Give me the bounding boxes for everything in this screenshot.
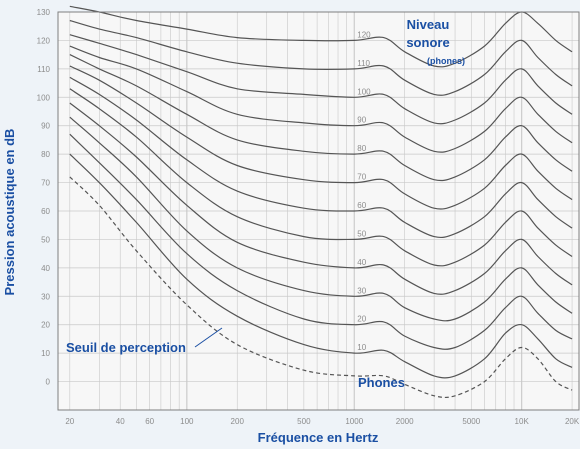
equal-loudness-curve <box>69 133 573 350</box>
equal-loudness-curve <box>69 19 573 96</box>
x-tick-label: 20 <box>65 417 74 426</box>
y-tick-label: 100 <box>37 93 51 102</box>
threshold-label: Seuil de perception <box>66 340 186 355</box>
y-tick-label: 60 <box>41 207 50 216</box>
y-tick-label: 80 <box>41 150 50 159</box>
equal-loudness-curve <box>69 34 573 125</box>
phon-label: 60 <box>357 201 366 210</box>
curve-labels: 10 20 30 40 50 60 70 80 90 100 110 120 <box>357 30 371 352</box>
phon-label: 30 <box>357 286 366 295</box>
y-tick-label: 0 <box>46 378 51 387</box>
plot-frame <box>57 11 580 411</box>
phon-label: 100 <box>357 87 371 96</box>
y-tick-label: 110 <box>37 65 50 74</box>
legend-title-line1: Niveau <box>407 17 450 32</box>
y-tick-label: 40 <box>41 264 50 273</box>
threshold-pointer <box>194 327 223 348</box>
legend-title-line2: sonore <box>406 35 449 50</box>
grid <box>58 11 579 410</box>
x-tick-label: 40 <box>116 417 125 426</box>
x-tick-label: 2000 <box>396 417 414 426</box>
y-tick-label: 10 <box>41 349 50 358</box>
x-tick-label: 100 <box>180 417 194 426</box>
x-tick-label: 20K <box>565 417 580 426</box>
tick-labels: 0 10 20 30 40 50 60 70 80 90 100 110 120 130 20 40 60 100… <box>37 8 580 426</box>
phon-label: 110 <box>357 59 370 68</box>
y-tick-label: 120 <box>37 36 51 45</box>
y-tick-label: 90 <box>41 122 50 131</box>
legend-title-line3: (phones) <box>427 56 465 66</box>
phon-label: 10 <box>357 343 366 352</box>
phon-label: 50 <box>357 229 366 238</box>
phon-label: 40 <box>357 258 366 267</box>
equal-loudness-curve <box>69 65 573 210</box>
x-tick-label: 1000 <box>345 417 363 426</box>
phon-label: 70 <box>357 173 366 182</box>
y-axis-label: Pression acoustique en dB <box>2 129 17 296</box>
equal-loudness-curve <box>69 5 573 68</box>
equal-loudness-curve <box>69 88 573 267</box>
threshold-curve <box>69 176 573 399</box>
equal-loudness-curve <box>69 54 573 182</box>
x-tick-label: 5000 <box>462 417 480 426</box>
x-tick-label: 60 <box>145 417 154 426</box>
equal-loudness-curve <box>69 45 573 153</box>
x-axis-label: Fréquence en Hertz <box>258 430 379 445</box>
y-tick-label: 30 <box>41 292 50 301</box>
x-tick-label: 500 <box>297 417 311 426</box>
phones-label: Phones <box>358 375 405 390</box>
curves <box>69 5 573 399</box>
y-tick-label: 50 <box>41 235 50 244</box>
equal-loudness-curve <box>69 153 573 379</box>
x-tick-label: 10K <box>515 417 530 426</box>
y-tick-label: 70 <box>41 179 50 188</box>
phon-label: 120 <box>357 30 371 39</box>
equal-loudness-curve <box>69 102 573 295</box>
equal-loudness-curve <box>69 76 573 239</box>
phon-label: 90 <box>357 116 366 125</box>
phon-label: 80 <box>357 144 366 153</box>
phon-label: 20 <box>357 315 366 324</box>
y-tick-label: 20 <box>41 321 50 330</box>
x-tick-label: 200 <box>231 417 245 426</box>
y-tick-label: 130 <box>37 8 51 17</box>
equal-loudness-curve <box>69 116 573 322</box>
